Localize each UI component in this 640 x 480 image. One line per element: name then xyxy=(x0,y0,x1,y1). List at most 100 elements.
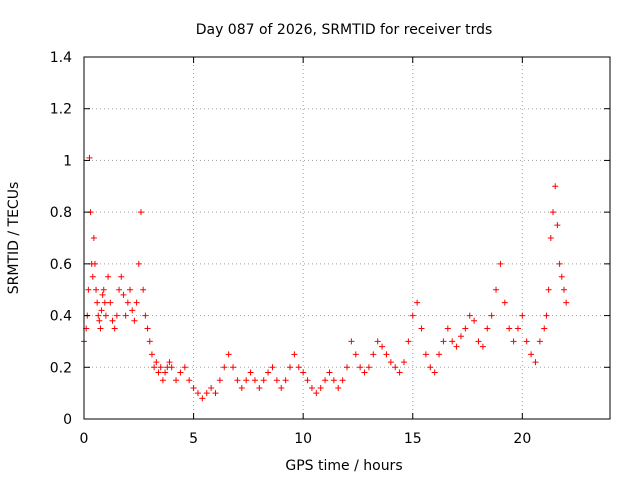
data-point xyxy=(181,364,188,371)
data-point xyxy=(162,369,169,376)
data-point xyxy=(304,377,311,384)
data-point xyxy=(400,359,407,366)
data-point xyxy=(131,317,138,324)
data-point xyxy=(545,286,552,293)
data-point xyxy=(365,364,372,371)
data-point xyxy=(457,333,464,340)
y-tick-label: 0.6 xyxy=(50,257,72,273)
data-point xyxy=(260,377,267,384)
data-point xyxy=(116,286,123,293)
data-point xyxy=(418,325,425,332)
data-point xyxy=(552,183,559,190)
data-point xyxy=(532,359,539,366)
x-tick-label: 5 xyxy=(189,431,198,447)
data-point xyxy=(265,369,272,376)
data-point xyxy=(554,222,561,229)
data-point xyxy=(230,364,237,371)
data-point xyxy=(234,377,241,384)
data-point xyxy=(256,384,263,391)
data-point xyxy=(216,377,223,384)
data-point xyxy=(278,384,285,391)
data-point xyxy=(291,351,298,358)
data-point xyxy=(436,351,443,358)
y-tick-label: 1.4 xyxy=(50,50,72,66)
data-point xyxy=(547,235,554,241)
data-point xyxy=(282,377,289,384)
data-point xyxy=(370,351,377,358)
data-point xyxy=(414,299,421,306)
data-point xyxy=(374,338,381,345)
y-tick-label: 0.4 xyxy=(50,309,72,325)
data-point xyxy=(203,390,210,397)
data-point xyxy=(151,364,158,371)
y-tick-label: 0 xyxy=(63,412,72,428)
data-point xyxy=(140,286,147,293)
data-point xyxy=(387,359,394,366)
data-point xyxy=(523,338,530,345)
data-point xyxy=(514,325,521,332)
data-point xyxy=(488,312,495,319)
data-point xyxy=(317,384,324,391)
data-point xyxy=(471,317,478,324)
y-tick-label: 1.2 xyxy=(50,102,72,118)
data-point xyxy=(344,364,350,371)
data-point xyxy=(556,260,563,267)
data-point xyxy=(251,377,258,384)
data-point xyxy=(313,390,320,397)
data-point xyxy=(352,351,359,358)
data-point xyxy=(462,325,469,332)
y-axis-label: SRMTID / TECUs xyxy=(6,182,22,295)
data-point xyxy=(93,286,100,293)
data-point xyxy=(100,286,107,293)
data-point xyxy=(166,359,173,366)
data-point xyxy=(440,338,447,345)
data-point xyxy=(563,299,570,306)
data-point xyxy=(94,299,101,306)
data-point xyxy=(159,377,166,384)
data-point xyxy=(157,364,164,371)
data-point xyxy=(109,317,116,324)
data-point xyxy=(273,377,280,384)
data-point xyxy=(396,369,403,376)
x-axis-label: GPS time / hours xyxy=(285,458,402,474)
data-point xyxy=(558,273,565,280)
chart-grid xyxy=(84,57,610,419)
data-point xyxy=(199,395,206,402)
data-point xyxy=(127,286,134,293)
x-tick-label: 15 xyxy=(404,431,422,447)
data-point xyxy=(85,286,92,293)
data-point xyxy=(322,377,329,384)
data-point xyxy=(173,377,180,384)
data-point xyxy=(99,291,106,298)
data-point xyxy=(357,364,364,371)
data-point xyxy=(339,377,346,384)
data-point xyxy=(133,299,140,306)
data-point xyxy=(122,312,129,319)
chart-points xyxy=(81,154,570,402)
data-point xyxy=(95,312,102,319)
data-point xyxy=(111,325,118,332)
data-point xyxy=(96,317,103,324)
data-point xyxy=(295,364,302,371)
data-point xyxy=(97,325,104,332)
data-point xyxy=(510,338,517,345)
data-point xyxy=(560,286,567,293)
data-point xyxy=(479,343,486,350)
data-point xyxy=(243,377,250,384)
data-point xyxy=(501,299,508,306)
data-point xyxy=(148,351,155,358)
data-point xyxy=(144,325,151,332)
data-point xyxy=(146,338,153,345)
data-point xyxy=(135,260,142,267)
data-point xyxy=(383,351,390,358)
data-point xyxy=(153,359,160,366)
data-point xyxy=(409,312,416,319)
chart-ticks: 0 5 10 15 20 0 0.2 0.4 0.6 0.8 1 1.2 1.4 xyxy=(50,50,610,447)
data-point xyxy=(118,273,125,280)
data-point xyxy=(221,364,228,371)
data-point xyxy=(225,351,232,358)
plot-frame xyxy=(83,56,611,420)
data-point xyxy=(186,377,193,384)
data-point xyxy=(330,377,337,384)
